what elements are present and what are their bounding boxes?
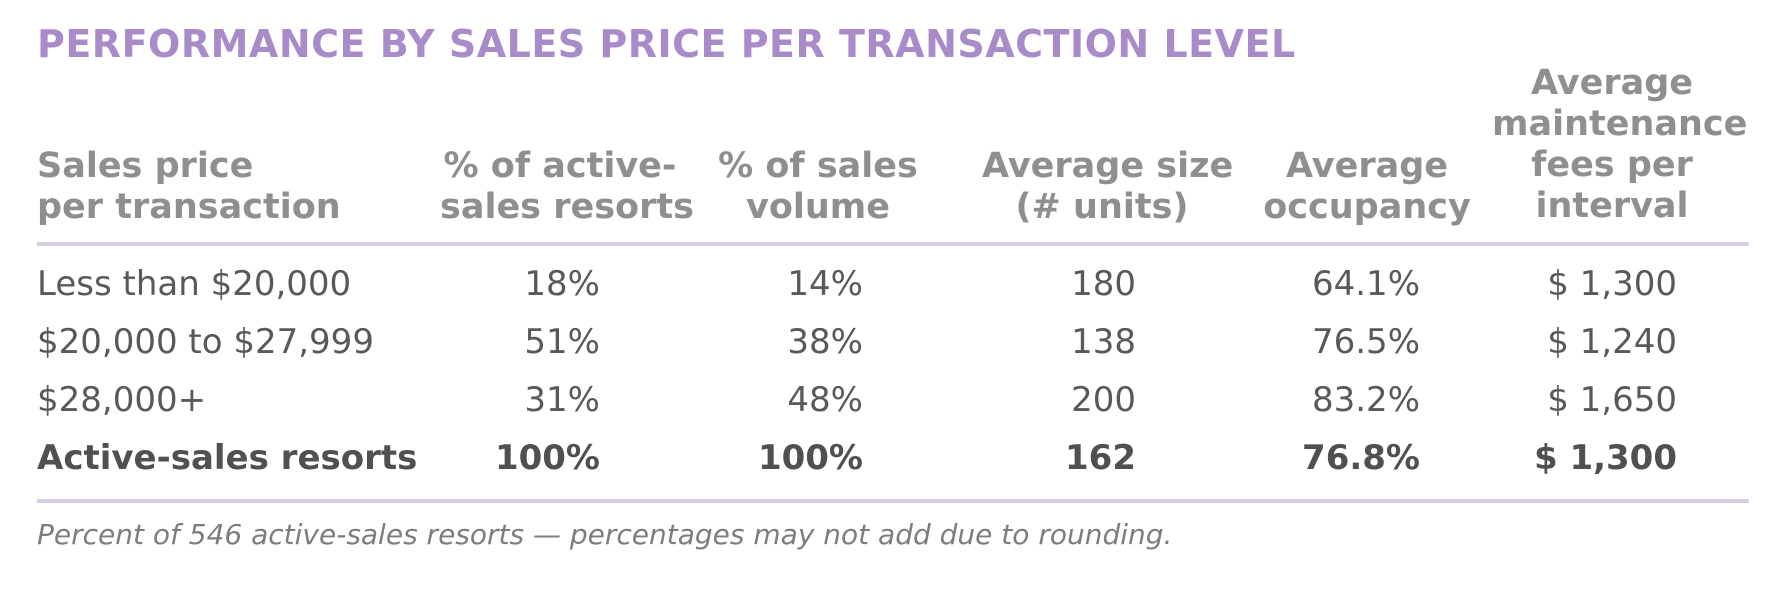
row-label: $28,000+ (37, 380, 207, 420)
header-line: Sales price (37, 146, 254, 186)
header-line: maintenance (1492, 104, 1748, 144)
cell-avg-occupancy: 76.8% (1302, 438, 1420, 478)
cell-avg-occupancy: 64.1% (1311, 264, 1420, 304)
cell-pct-sales: 14% (787, 264, 863, 304)
cell-pct-active: 31% (524, 380, 600, 420)
footnote: Percent of 546 active-sales resorts — pe… (37, 518, 1173, 551)
table-row: Less than $20,000 18% 14% 180 64.1% $ 1,… (0, 256, 1783, 312)
header-line: Average (1530, 63, 1694, 103)
cell-pct-sales: 100% (757, 438, 863, 478)
cell-avg-fees: $ 1,300 (1533, 438, 1677, 478)
cell-avg-size: 180 (1071, 264, 1136, 304)
header-line: % of sales (718, 146, 918, 186)
cell-pct-active: 18% (524, 264, 600, 304)
cell-avg-occupancy: 83.2% (1311, 380, 1420, 420)
cell-avg-size: 162 (1065, 438, 1136, 478)
cell-avg-fees: $ 1,650 (1547, 380, 1677, 420)
header-line: sales resorts (440, 187, 694, 227)
header-avg-occupancy: Average occupancy (1262, 146, 1472, 228)
row-label: $20,000 to $27,999 (37, 322, 374, 362)
cell-avg-fees: $ 1,300 (1547, 264, 1677, 304)
row-label: Active-sales resorts (37, 438, 418, 478)
cell-avg-size: 138 (1071, 322, 1136, 362)
header-line: per transaction (37, 187, 341, 227)
header-line: volume (746, 187, 890, 227)
header-line: fees per (1531, 145, 1693, 185)
cell-pct-sales: 38% (787, 322, 863, 362)
header-sales-price: Sales price per transaction (37, 146, 341, 228)
cell-avg-fees: $ 1,240 (1547, 322, 1677, 362)
table-row: $28,000+ 31% 48% 200 83.2% $ 1,650 (0, 372, 1783, 428)
footer-divider (37, 499, 1749, 503)
header-line: % of active- (443, 146, 677, 186)
row-label: Less than $20,000 (37, 264, 352, 304)
cell-pct-active: 51% (524, 322, 600, 362)
header-line: Average (1285, 146, 1449, 186)
header-line: (# units) (1015, 187, 1189, 227)
table-row: $20,000 to $27,999 51% 38% 138 76.5% $ 1… (0, 314, 1783, 370)
header-line: occupancy (1263, 187, 1471, 227)
cell-pct-sales: 48% (787, 380, 863, 420)
header-divider (37, 242, 1749, 246)
cell-pct-active: 100% (494, 438, 600, 478)
header-pct-sales: % of sales volume (718, 146, 918, 228)
header-avg-fees: Average maintenance fees per interval (1492, 63, 1748, 227)
header-pct-active: % of active- sales resorts (440, 146, 694, 228)
header-line: interval (1535, 186, 1689, 226)
header-avg-size: Average size (# units) (982, 146, 1234, 228)
cell-avg-size: 200 (1071, 380, 1136, 420)
cell-avg-occupancy: 76.5% (1311, 322, 1420, 362)
page-title: PERFORMANCE BY SALES PRICE PER TRANSACTI… (37, 22, 1296, 66)
header-line: Average size (982, 146, 1234, 186)
table-row-total: Active-sales resorts 100% 100% 162 76.8%… (0, 430, 1783, 486)
